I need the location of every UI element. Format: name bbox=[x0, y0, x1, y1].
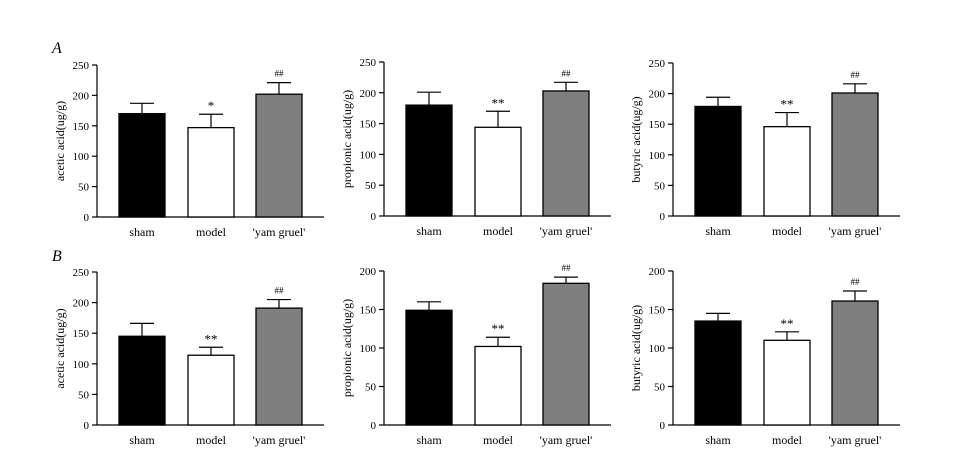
category-label: model bbox=[772, 433, 803, 447]
significance-mark: ** bbox=[492, 95, 505, 110]
significance-mark: ## bbox=[562, 68, 572, 78]
category-label: model bbox=[483, 433, 514, 447]
y-axis-title: acetic acid(ug/g) bbox=[53, 101, 67, 181]
bar-3 bbox=[831, 92, 879, 217]
y-tick-label: 250 bbox=[649, 58, 666, 70]
y-axis-title: butyric acid(ug/g) bbox=[629, 96, 643, 182]
category-label: 'yam gruel' bbox=[540, 224, 593, 238]
category-label: model bbox=[772, 224, 803, 238]
significance-mark: ## bbox=[275, 69, 285, 79]
bar-1 bbox=[118, 112, 166, 218]
category-label: sham bbox=[129, 225, 155, 239]
significance-mark: ## bbox=[851, 277, 861, 287]
panel-label-a: A bbox=[51, 40, 62, 57]
y-tick-label: 150 bbox=[360, 119, 377, 131]
y-tick-label: 50 bbox=[365, 382, 377, 394]
category-label: model bbox=[196, 225, 227, 239]
significance-mark: ** bbox=[205, 331, 218, 346]
bar-3 bbox=[255, 307, 303, 426]
y-tick-label: 100 bbox=[73, 359, 90, 371]
y-tick-label: 150 bbox=[649, 119, 666, 131]
significance-mark: ** bbox=[781, 316, 794, 331]
bar-2 bbox=[187, 126, 235, 218]
bar-1 bbox=[405, 309, 453, 426]
y-tick-label: 100 bbox=[73, 151, 90, 163]
y-axis-title: propionic acid(ug/g) bbox=[340, 90, 354, 188]
y-tick-label: 200 bbox=[73, 90, 90, 102]
bar-2 bbox=[474, 126, 522, 217]
chart-a-acetic: 0 50 100 150 200 250 acetic acid(ug/g) sham * mod… bbox=[53, 60, 324, 239]
chart-b-propionic: 0 50 100 150 200 propionic acid(ug/g) sham ** mo… bbox=[340, 263, 611, 447]
y-tick-label: 50 bbox=[365, 180, 377, 192]
y-tick-label: 250 bbox=[73, 267, 90, 279]
significance-mark: ## bbox=[562, 263, 572, 273]
y-tick-label: 50 bbox=[654, 382, 666, 394]
y-axis-title: butyric acid(ug/g) bbox=[629, 305, 643, 391]
y-tick-label: 0 bbox=[371, 211, 377, 223]
category-label: model bbox=[483, 224, 514, 238]
significance-mark: ** bbox=[781, 97, 794, 112]
category-label: sham bbox=[129, 433, 155, 447]
y-tick-label: 200 bbox=[73, 298, 90, 310]
y-tick-label: 200 bbox=[649, 266, 666, 278]
y-tick-label: 150 bbox=[73, 328, 90, 340]
y-tick-label: 150 bbox=[360, 305, 377, 317]
y-tick-label: 50 bbox=[78, 182, 90, 194]
chart-b-butyric: 0 50 100 150 200 butyric acid(ug/g) sham ** mode… bbox=[629, 266, 900, 447]
bar-3 bbox=[542, 282, 590, 426]
bar-2 bbox=[474, 345, 522, 426]
category-label: sham bbox=[416, 433, 442, 447]
significance-mark: ## bbox=[275, 286, 285, 296]
y-tick-label: 150 bbox=[73, 121, 90, 133]
y-tick-label: 0 bbox=[660, 211, 666, 223]
y-tick-label: 100 bbox=[360, 149, 377, 161]
y-tick-label: 0 bbox=[660, 420, 666, 432]
bar-3 bbox=[831, 300, 879, 426]
y-tick-label: 250 bbox=[360, 57, 377, 69]
y-tick-label: 50 bbox=[78, 389, 90, 401]
bar-2 bbox=[187, 354, 235, 426]
bar-2 bbox=[763, 339, 811, 426]
y-axis-title: acetic acid(ug/g) bbox=[53, 308, 67, 388]
y-tick-label: 100 bbox=[360, 343, 377, 355]
category-label: sham bbox=[705, 224, 731, 238]
bar-1 bbox=[118, 335, 166, 426]
chart-b-acetic: 0 50 100 150 200 250 acetic acid(ug/g) sham ** mo… bbox=[53, 267, 324, 447]
category-label: 'yam gruel' bbox=[829, 433, 882, 447]
category-label: sham bbox=[705, 433, 731, 447]
y-tick-label: 150 bbox=[649, 305, 666, 317]
y-tick-label: 200 bbox=[649, 89, 666, 101]
significance-mark: * bbox=[208, 98, 215, 113]
bar-1 bbox=[405, 104, 453, 217]
y-tick-label: 200 bbox=[360, 266, 377, 278]
chart-a-butyric: 0 50 100 150 200 250 butyric acid(ug/g) sham ** m… bbox=[629, 58, 900, 238]
y-tick-label: 100 bbox=[649, 150, 666, 162]
y-tick-label: 50 bbox=[654, 180, 666, 192]
bar-3 bbox=[542, 90, 590, 217]
y-tick-label: 100 bbox=[649, 343, 666, 355]
bar-1 bbox=[694, 105, 742, 217]
y-tick-label: 0 bbox=[371, 420, 377, 432]
y-tick-label: 0 bbox=[84, 212, 90, 224]
category-label: model bbox=[196, 433, 227, 447]
significance-mark: ## bbox=[851, 70, 861, 80]
panel-label-b: B bbox=[52, 248, 62, 265]
bar-1 bbox=[694, 320, 742, 426]
category-label: 'yam gruel' bbox=[253, 225, 306, 239]
chart-a-propionic: 0 50 100 150 200 250 propionic acid(ug/g) sham *… bbox=[340, 57, 611, 238]
y-tick-label: 200 bbox=[360, 88, 377, 100]
significance-mark: ** bbox=[492, 321, 505, 336]
y-tick-label: 250 bbox=[73, 60, 90, 72]
y-tick-label: 0 bbox=[84, 420, 90, 432]
bar-3 bbox=[255, 93, 303, 218]
category-label: 'yam gruel' bbox=[540, 433, 593, 447]
category-label: 'yam gruel' bbox=[253, 433, 306, 447]
category-label: sham bbox=[416, 224, 442, 238]
bar-2 bbox=[763, 125, 811, 217]
y-axis-title: propionic acid(ug/g) bbox=[340, 299, 354, 397]
category-label: 'yam gruel' bbox=[829, 224, 882, 238]
